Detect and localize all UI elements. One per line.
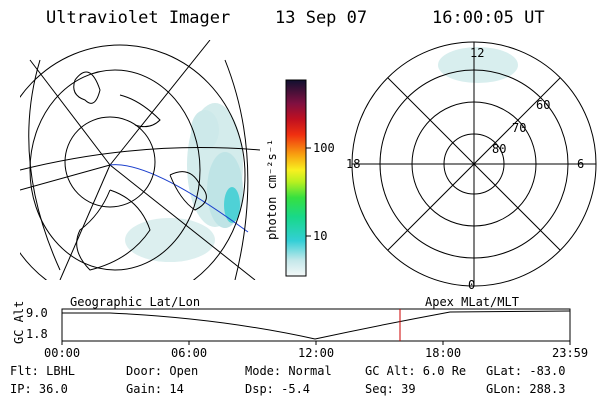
colorbar-tick-100: 100 xyxy=(313,141,335,155)
timeline-y-tick-bottom: 1.8 xyxy=(26,327,48,341)
door-info: Door: Open xyxy=(126,364,199,378)
filter-info: Flt: LBHL xyxy=(10,364,76,378)
timeline-left-label: Geographic Lat/Lon xyxy=(70,295,201,309)
timeline-right-label: Apex MLat/MLT xyxy=(425,295,519,309)
gain-info: Gain: 14 xyxy=(126,382,184,396)
image-time: 16:00:05 UT xyxy=(432,8,545,28)
timeline-x-tick-0600: 06:00 xyxy=(171,346,208,360)
imager-title: Ultraviolet Imager xyxy=(46,8,231,28)
gc-alt-info: GC Alt: 6.0 Re xyxy=(365,364,467,378)
mode-info: Mode: Normal xyxy=(245,364,332,378)
seq-info: Seq: 39 xyxy=(365,382,416,396)
image-date: 13 Sep 07 xyxy=(275,8,368,28)
glat-info: GLat: -83.0 xyxy=(486,364,566,378)
timeline-y-tick-top: 9.0 xyxy=(26,306,48,320)
lat-label-60: 60 xyxy=(536,98,551,112)
mlt-label-18: 18 xyxy=(346,157,361,171)
timeline-x-tick-2359: 23:59 xyxy=(552,346,589,360)
timeline-x-tick-1800: 18:00 xyxy=(425,346,462,360)
mlt-label-6: 6 xyxy=(577,157,585,171)
lat-label-70: 70 xyxy=(512,121,527,135)
auroral-emission xyxy=(125,103,243,262)
polar-auroral-emission xyxy=(438,47,518,83)
timeline-x-tick-0000: 00:00 xyxy=(44,346,81,360)
mlt-label-0: 0 xyxy=(468,278,476,292)
mlt-label-12: 12 xyxy=(470,46,485,60)
ip-info: IP: 36.0 xyxy=(10,382,68,396)
timeline-x-tick-1200: 12:00 xyxy=(298,346,335,360)
dsp-info: Dsp: -5.4 xyxy=(245,382,311,396)
colorbar-tick-10: 10 xyxy=(313,229,328,243)
altitude-curve xyxy=(62,310,571,340)
glon-info: GLon: 288.3 xyxy=(486,382,566,396)
lat-label-80: 80 xyxy=(492,142,507,156)
